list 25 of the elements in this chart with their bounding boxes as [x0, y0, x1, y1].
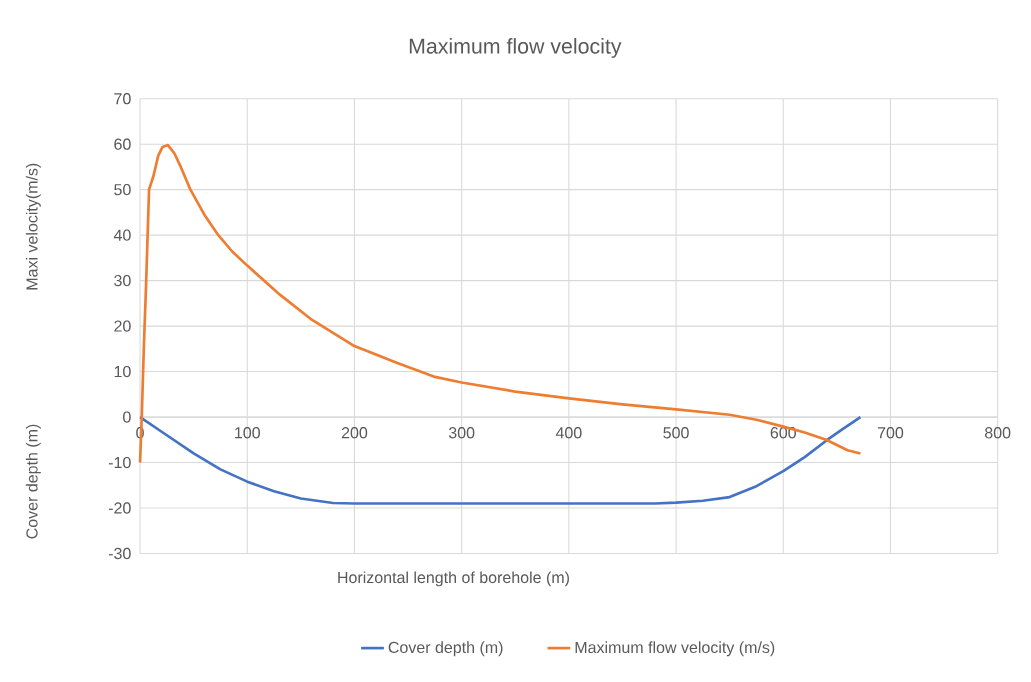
y-tick-label: 30: [114, 275, 131, 287]
line-series: [138, 143, 862, 465]
y-tick-label: 10: [114, 366, 131, 378]
x-axis-title: Horizontal length of borehole (m): [338, 571, 569, 587]
x-tick-label: 700: [877, 427, 904, 439]
y-tick-label: 0: [123, 411, 131, 423]
text: Cover depth (m): [25, 424, 41, 539]
x-tick-label: 800: [985, 427, 1011, 439]
legend-label: Maximum flow velocity (m/s): [575, 641, 775, 657]
y-tick-label: 60: [114, 138, 131, 151]
x-tick-label: 400: [555, 427, 582, 439]
y-tick-label: 70: [114, 93, 131, 105]
legend-label: Cover depth (m): [388, 641, 503, 657]
x-tick-label: 200: [341, 427, 368, 439]
y-tick-label: -20: [108, 502, 131, 514]
y-tick-label: 50: [114, 184, 131, 196]
y-tick-label: -30: [108, 548, 131, 560]
x-tick-label: 500: [663, 427, 689, 439]
x-tick-label: 300: [448, 427, 475, 439]
x-tick-label: 100: [235, 427, 260, 439]
y-tick-label: 20: [114, 320, 131, 332]
y-tick-label: -10: [108, 457, 131, 469]
y-tick-label: 40: [113, 229, 131, 242]
chart-title: Maximum flow velocity: [409, 38, 622, 59]
y-axis-title: Maxi velocity(m/s): [25, 163, 41, 290]
